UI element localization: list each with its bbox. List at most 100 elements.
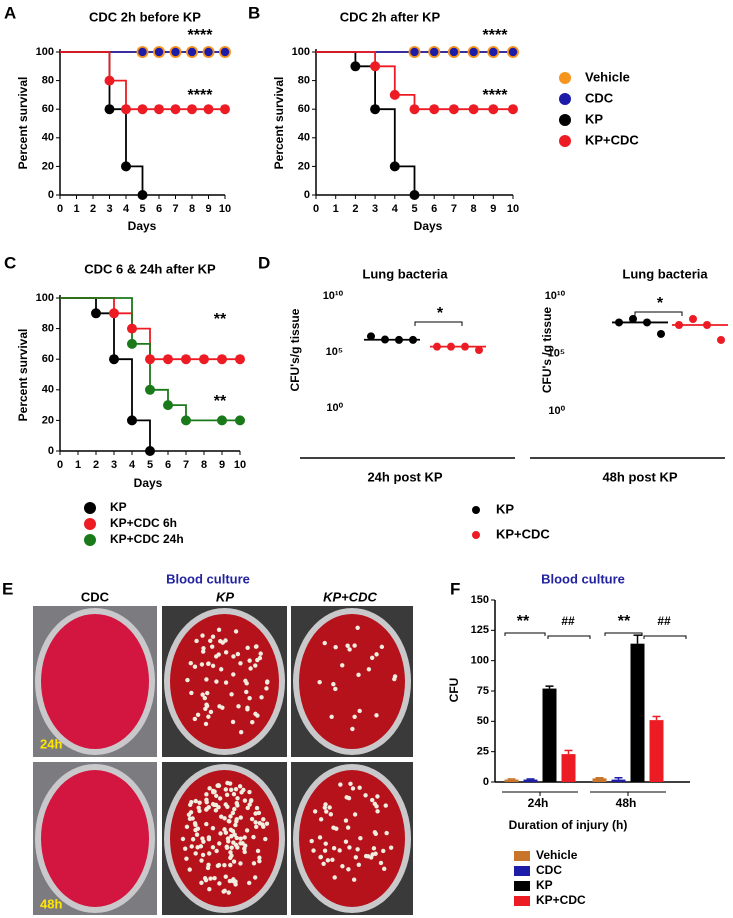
significance-bracket [643, 635, 687, 639]
legend-marker [472, 506, 480, 514]
x-tick-label: 10 [219, 203, 231, 215]
colony [330, 857, 335, 863]
colony [244, 828, 250, 833]
significance: ** [618, 613, 631, 630]
colony [253, 663, 258, 668]
colony [352, 714, 357, 719]
x-tick-label: 6 [165, 459, 171, 471]
colony [223, 874, 228, 879]
colony [233, 786, 239, 792]
x-tick-label: 7 [172, 203, 178, 215]
colony [254, 805, 260, 811]
colony [322, 640, 327, 646]
colony [209, 644, 215, 649]
significance-bracket [504, 632, 546, 636]
colony [257, 820, 263, 826]
colony [218, 814, 224, 819]
panel-letter: D [258, 253, 270, 272]
colony [317, 835, 323, 840]
colony [247, 789, 252, 795]
colony [232, 806, 237, 812]
colony [331, 825, 336, 830]
colony [229, 845, 234, 850]
significance: ## [561, 614, 575, 628]
x-tick-label: 2 [352, 203, 358, 215]
significance-bracket [634, 311, 683, 316]
colony [253, 811, 258, 816]
marker [154, 47, 164, 57]
colony [216, 782, 221, 788]
colony [212, 875, 217, 881]
legend-label: Vehicle [536, 848, 578, 862]
colony [345, 825, 351, 830]
colony [208, 709, 214, 715]
colony [231, 791, 237, 797]
legend-label: Vehicle [585, 69, 630, 84]
colony [343, 839, 349, 844]
colony [366, 667, 372, 672]
marker [91, 308, 101, 319]
colony [233, 842, 239, 848]
colony [347, 647, 352, 652]
colony [231, 672, 236, 677]
marker [488, 104, 499, 115]
colony [357, 785, 362, 790]
colony [203, 721, 209, 727]
colony [192, 664, 198, 669]
panel-letter: B [248, 3, 260, 22]
x-axis-label: Duration of injury (h) [509, 818, 628, 832]
survival-line [316, 51, 416, 195]
colony [207, 786, 212, 791]
marker [468, 104, 479, 115]
y-tick-label: 125 [471, 624, 489, 636]
colony [223, 650, 229, 655]
legend-swatch [514, 866, 530, 876]
colony [244, 689, 249, 695]
colony [213, 808, 219, 813]
colony [366, 854, 371, 859]
significance: ## [657, 614, 671, 628]
point [475, 346, 483, 355]
point [447, 342, 455, 351]
photo-column-label: KP [216, 589, 234, 604]
x-tick-label: 7 [183, 459, 189, 471]
legend-label: KP [536, 878, 553, 892]
x-tick-label: 1 [333, 203, 339, 215]
point [367, 332, 375, 341]
y-tick-label: 20 [298, 160, 310, 172]
colony [250, 720, 255, 725]
colony [247, 695, 252, 701]
point [615, 318, 623, 327]
legend-marker [559, 114, 571, 126]
marker [220, 47, 230, 57]
colony [202, 695, 207, 701]
colony [195, 712, 201, 717]
colony [228, 814, 233, 819]
colony [231, 877, 236, 882]
y-tick-label: 60 [42, 353, 54, 365]
panel-letter: C [4, 253, 16, 272]
legend-label: KP+CDC [496, 526, 550, 541]
colony [251, 861, 257, 866]
x-tick-label: 0 [313, 203, 319, 215]
photo-column-label: KP+CDC [323, 589, 377, 604]
legend-swatch [514, 851, 530, 861]
colony [217, 796, 223, 801]
colony [234, 835, 239, 841]
marker [137, 104, 148, 115]
colony [197, 808, 202, 814]
colony [201, 646, 206, 651]
y-tick-label: 40 [298, 132, 310, 144]
colony [378, 860, 384, 866]
marker [489, 47, 498, 57]
colony [233, 822, 238, 828]
colony [222, 862, 227, 868]
marker [127, 338, 137, 349]
y-tick-label: 100 [36, 292, 54, 304]
colony [204, 807, 209, 812]
x-axis-label: Days [134, 476, 163, 490]
marker [181, 415, 191, 426]
marker [163, 354, 173, 365]
colony [381, 848, 386, 854]
y-tick-label: 150 [471, 594, 489, 606]
